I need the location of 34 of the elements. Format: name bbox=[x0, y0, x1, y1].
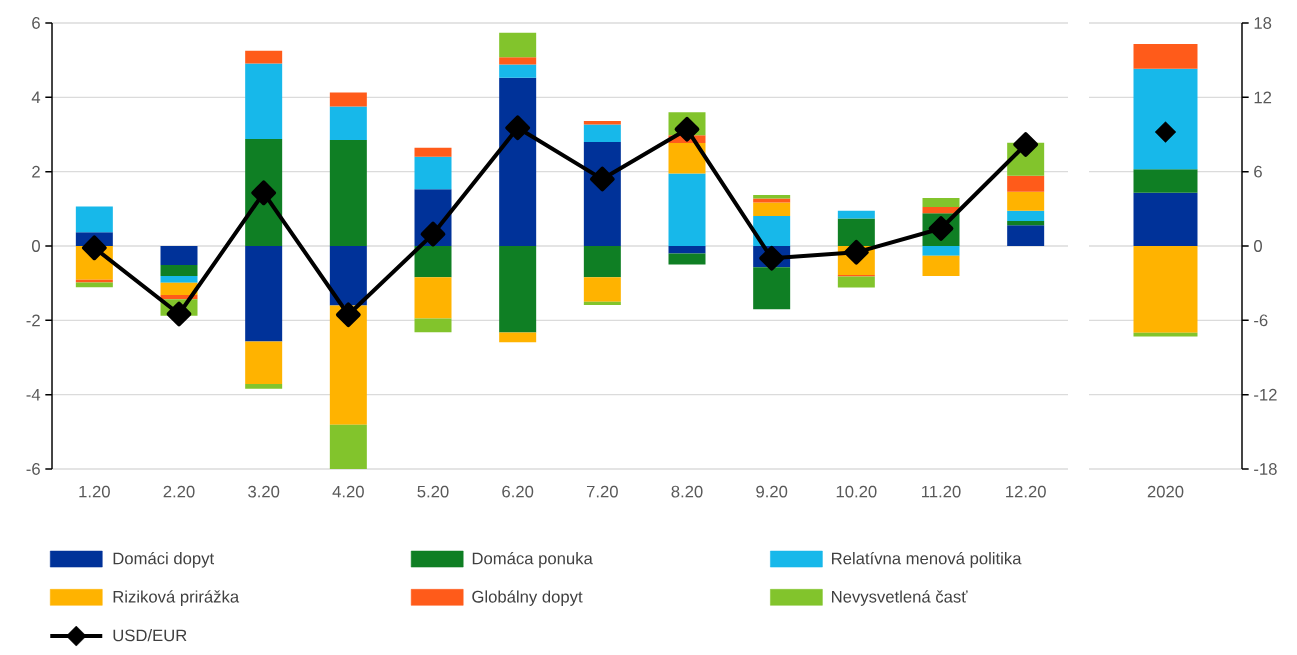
legend-label: USD/EUR bbox=[113, 629, 187, 642]
x-tick-label: 2020 bbox=[1147, 485, 1184, 498]
y-tick-label: -4 bbox=[26, 388, 41, 401]
x-tick-label: 11.20 bbox=[922, 485, 961, 498]
legend-label: Domáca ponuka bbox=[472, 551, 593, 568]
legend-label: Nevysvetlená časť bbox=[832, 590, 968, 606]
legend-label: Globálny dopyt bbox=[472, 590, 583, 606]
y-tick-label: 6 bbox=[32, 17, 40, 29]
legend-label: Domáci dopyt bbox=[113, 551, 215, 568]
y2-tick-label: -12 bbox=[1254, 388, 1277, 401]
y2-tick-label: 12 bbox=[1254, 91, 1272, 104]
x-tick-label: 10.20 bbox=[836, 485, 877, 498]
y-tick-label: -6 bbox=[26, 463, 40, 475]
y2-tick-label: 0 bbox=[1254, 240, 1262, 252]
legend-label: Riziková prirážka bbox=[113, 590, 240, 606]
legend-label: Relatívna menová politika bbox=[832, 551, 1022, 568]
y2-tick-label: -18 bbox=[1254, 463, 1277, 475]
x-tick-label: 3.20 bbox=[248, 485, 280, 498]
y-tick-label: 2 bbox=[32, 165, 40, 178]
x-tick-label: 5.20 bbox=[417, 485, 449, 498]
x-tick-label: 4.20 bbox=[332, 485, 364, 498]
y2-tick-label: -6 bbox=[1254, 314, 1268, 327]
y-tick-label: 0 bbox=[32, 240, 40, 252]
x-tick-label: 8.20 bbox=[671, 485, 703, 498]
y2-tick-label: 18 bbox=[1254, 17, 1272, 29]
y-tick-label: 4 bbox=[31, 91, 41, 104]
y2-tick-label: 6 bbox=[1254, 165, 1262, 178]
x-tick-label: 1.20 bbox=[79, 485, 110, 498]
x-tick-label: 6.20 bbox=[502, 485, 534, 498]
x-tick-label: 7.20 bbox=[586, 485, 618, 498]
x-tick-label: 2.20 bbox=[163, 485, 195, 498]
y-tick-label: -2 bbox=[26, 314, 40, 327]
x-tick-label: 9.20 bbox=[756, 485, 788, 498]
x-tick-label: 12.20 bbox=[1006, 485, 1046, 498]
